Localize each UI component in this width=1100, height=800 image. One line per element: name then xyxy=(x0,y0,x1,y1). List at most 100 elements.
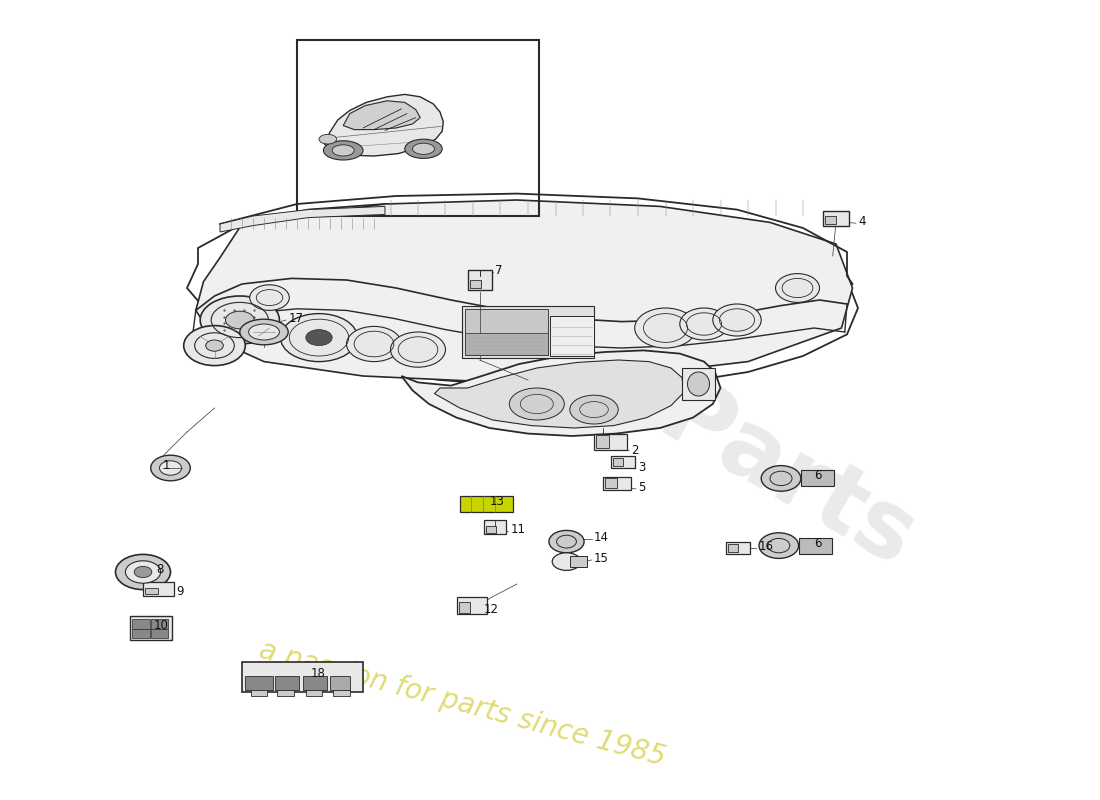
Bar xyxy=(306,690,322,696)
Ellipse shape xyxy=(249,324,279,340)
Bar xyxy=(242,662,363,692)
Ellipse shape xyxy=(635,308,696,348)
Ellipse shape xyxy=(151,455,190,481)
Bar xyxy=(330,676,350,690)
Text: 2: 2 xyxy=(631,444,639,457)
Bar xyxy=(132,629,150,638)
Ellipse shape xyxy=(226,311,254,329)
Bar xyxy=(151,619,168,629)
Bar xyxy=(486,526,496,533)
Text: 6: 6 xyxy=(814,537,822,550)
Text: 4: 4 xyxy=(858,215,866,228)
Bar xyxy=(596,435,609,448)
Ellipse shape xyxy=(412,143,434,154)
Text: 5: 5 xyxy=(638,481,646,494)
Bar xyxy=(801,470,834,486)
Bar xyxy=(143,582,174,596)
Ellipse shape xyxy=(390,332,446,367)
Ellipse shape xyxy=(134,566,152,578)
Text: 15: 15 xyxy=(594,552,609,565)
Bar xyxy=(823,211,849,226)
Text: a passion for parts since 1985: a passion for parts since 1985 xyxy=(255,636,669,772)
Ellipse shape xyxy=(280,314,358,362)
Bar xyxy=(145,588,158,594)
Bar xyxy=(333,690,350,696)
Ellipse shape xyxy=(306,330,332,346)
Ellipse shape xyxy=(116,554,170,590)
Bar xyxy=(570,556,587,567)
Ellipse shape xyxy=(346,326,402,362)
Ellipse shape xyxy=(713,304,761,336)
Bar xyxy=(459,602,470,613)
Bar xyxy=(728,544,738,552)
Bar xyxy=(825,216,836,224)
Text: euroParts: euroParts xyxy=(433,246,931,586)
Ellipse shape xyxy=(240,319,288,345)
Text: 9: 9 xyxy=(176,585,184,598)
Text: 10: 10 xyxy=(154,619,169,632)
Bar xyxy=(130,616,172,640)
Bar xyxy=(682,368,715,400)
Ellipse shape xyxy=(323,141,363,160)
Ellipse shape xyxy=(761,466,801,491)
Ellipse shape xyxy=(200,296,279,344)
Text: 3: 3 xyxy=(638,461,646,474)
Ellipse shape xyxy=(250,285,289,310)
Text: 13: 13 xyxy=(490,495,505,508)
Ellipse shape xyxy=(570,395,618,424)
Polygon shape xyxy=(324,94,443,156)
Bar xyxy=(468,270,492,290)
Polygon shape xyxy=(402,350,720,436)
Polygon shape xyxy=(196,200,852,382)
Bar xyxy=(462,306,594,358)
Bar xyxy=(251,690,267,696)
Bar xyxy=(550,316,594,356)
Ellipse shape xyxy=(405,139,442,158)
Bar xyxy=(275,676,299,690)
Text: 7: 7 xyxy=(495,264,503,277)
Ellipse shape xyxy=(206,340,223,351)
Text: 16: 16 xyxy=(759,540,774,553)
Bar xyxy=(594,434,627,450)
Bar xyxy=(799,538,832,554)
Bar xyxy=(610,456,635,468)
Ellipse shape xyxy=(680,308,728,340)
Text: 18: 18 xyxy=(310,667,326,680)
Text: 11: 11 xyxy=(510,523,526,536)
Bar xyxy=(465,333,548,355)
Polygon shape xyxy=(220,206,385,232)
Bar xyxy=(297,40,539,216)
Ellipse shape xyxy=(332,145,354,156)
Bar xyxy=(470,280,481,288)
Bar xyxy=(245,676,273,690)
Ellipse shape xyxy=(549,530,584,553)
Text: 6: 6 xyxy=(814,469,822,482)
Polygon shape xyxy=(187,204,858,388)
Bar xyxy=(151,629,168,638)
Ellipse shape xyxy=(125,561,161,583)
Bar xyxy=(484,520,506,534)
Bar xyxy=(277,690,294,696)
Ellipse shape xyxy=(184,326,245,366)
Polygon shape xyxy=(434,360,684,428)
Text: 17: 17 xyxy=(288,312,304,325)
Bar xyxy=(605,478,617,488)
Ellipse shape xyxy=(319,134,337,144)
Ellipse shape xyxy=(688,372,710,396)
Ellipse shape xyxy=(509,388,564,420)
Bar xyxy=(465,309,548,355)
Ellipse shape xyxy=(160,461,182,475)
Bar xyxy=(132,619,150,629)
Ellipse shape xyxy=(759,533,799,558)
Bar xyxy=(302,676,327,690)
Bar xyxy=(603,477,631,490)
Bar xyxy=(456,597,487,614)
Text: 14: 14 xyxy=(594,531,609,544)
Text: 12: 12 xyxy=(484,603,499,616)
Bar xyxy=(460,496,513,512)
Text: 8: 8 xyxy=(156,563,164,576)
Text: 1: 1 xyxy=(163,459,170,472)
Bar xyxy=(726,542,750,554)
Bar xyxy=(613,458,623,466)
Ellipse shape xyxy=(552,553,581,570)
